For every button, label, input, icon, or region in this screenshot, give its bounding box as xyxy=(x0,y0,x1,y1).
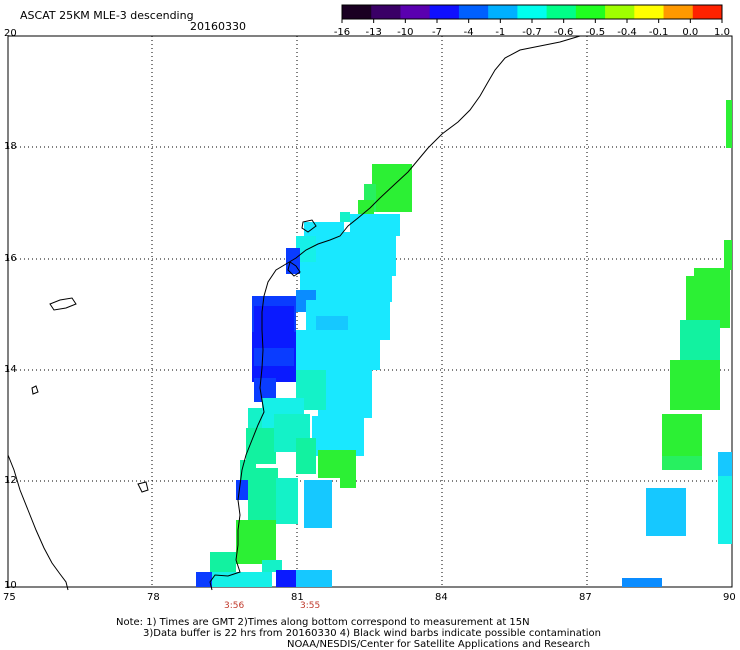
colorbar-label: -0.4 xyxy=(617,27,637,38)
colorbar-label: -10 xyxy=(397,27,413,38)
swath-cell xyxy=(350,214,400,236)
note-line-1: Note: 1) Times are GMT 2)Times along bot… xyxy=(116,617,530,628)
swath-cell xyxy=(358,200,374,214)
product-date: 20160330 xyxy=(190,20,246,33)
colorbar-swatch xyxy=(400,5,431,19)
island-outline-1 xyxy=(49,297,77,311)
colorbar-swatch xyxy=(575,5,606,19)
swath-cell xyxy=(312,416,364,456)
lat-label-10: 10 xyxy=(4,580,17,591)
swath-cell xyxy=(248,468,278,524)
lake-outline-2 xyxy=(301,219,317,233)
swath-cell xyxy=(622,578,662,587)
lon-label-84: 84 xyxy=(435,592,448,603)
swath-cell xyxy=(210,552,236,572)
colorbar-label: -13 xyxy=(365,27,381,38)
colorbar-label: -0.5 xyxy=(586,27,606,38)
time-label-right: 3:55 xyxy=(300,601,321,611)
colorbar-label: -0.6 xyxy=(554,27,574,38)
swath-cell xyxy=(254,348,294,366)
colorbar-label: 1.0 xyxy=(714,27,730,38)
swath-cell xyxy=(662,414,702,458)
colorbar-label: -1 xyxy=(495,27,505,38)
lon-label-87: 87 xyxy=(579,592,592,603)
time-label-left: 3:56 xyxy=(224,601,245,611)
colorbar-scale: -16 -13 -10 -7 -4 -1 -0.7 -0.6 -0.5 -0.4 -0.1 0.0 1.… xyxy=(334,4,730,38)
swath-cell xyxy=(246,428,276,464)
swath-cell xyxy=(724,240,732,270)
swath-cell xyxy=(318,366,372,418)
swath-cell xyxy=(726,100,732,148)
swath-cell xyxy=(296,438,316,474)
colorbar-label: 0.0 xyxy=(682,27,698,38)
swath-cell xyxy=(248,408,262,432)
lake-outline-1 xyxy=(287,261,301,277)
swath-cell xyxy=(262,560,282,572)
swath-cell xyxy=(276,478,298,524)
colorbar-swatch xyxy=(342,5,372,19)
coastline xyxy=(7,35,581,591)
swath-cell xyxy=(686,276,698,326)
lon-label-78: 78 xyxy=(147,592,160,603)
swath-cell xyxy=(718,452,732,482)
colorbar-swatch xyxy=(663,5,694,19)
map-frame xyxy=(7,35,733,588)
colorbar-label: -4 xyxy=(464,27,474,38)
swath-cell xyxy=(646,488,686,536)
swath-cell xyxy=(196,572,214,587)
lon-label-81: 81 xyxy=(291,592,304,603)
swath-cell xyxy=(340,212,350,222)
colorbar-label: -0.1 xyxy=(649,27,669,38)
note-line-2: 3)Data buffer is 22 hrs from 20160330 4)… xyxy=(143,628,601,639)
swath-cell xyxy=(718,476,732,544)
colorbar: -16 -13 -10 -7 -4 -1 -0.7 -0.6 -0.5 -0.4 -0.1 0.0 1.… xyxy=(334,4,730,39)
note-line-3: NOAA/NESDIS/Center for Satellite Applica… xyxy=(287,639,591,650)
scatterometer-swath xyxy=(196,100,732,587)
lat-label-18: 18 xyxy=(4,141,17,152)
swath-cell xyxy=(236,520,276,564)
colorbar-swatch xyxy=(634,5,665,19)
swath-cell xyxy=(670,360,720,410)
swath-cell xyxy=(304,480,332,528)
swath-cell xyxy=(372,164,412,212)
island-outline-3 xyxy=(137,481,149,493)
colorbar-swatch xyxy=(546,5,577,19)
lat-label-20: 20 xyxy=(4,28,17,39)
lat-label-14: 14 xyxy=(4,364,17,375)
colorbar-label: -0.7 xyxy=(522,27,542,38)
swath-cell xyxy=(254,306,294,336)
east-coast-india xyxy=(209,35,581,591)
lat-label-12: 12 xyxy=(4,475,17,486)
lat-label-16: 16 xyxy=(4,253,17,264)
colorbar-swatch xyxy=(517,5,548,19)
swath-cell xyxy=(340,454,356,488)
colorbar-label: -16 xyxy=(334,27,350,38)
map-gridlines xyxy=(8,36,732,587)
swath-cell xyxy=(212,572,272,587)
colorbar-swatch xyxy=(371,5,401,19)
west-coast-india xyxy=(7,454,69,591)
swath-cell xyxy=(254,378,276,402)
swath-cell xyxy=(694,268,730,328)
swath-cell xyxy=(296,570,332,587)
island-outline-2 xyxy=(31,385,39,395)
colorbar-swatch xyxy=(605,5,635,19)
product-title: ASCAT 25KM MLE-3 descending xyxy=(20,9,194,22)
colorbar-swatch xyxy=(488,5,518,19)
swath-cell xyxy=(276,570,298,587)
colorbar-swatch xyxy=(429,5,460,19)
swath-cell xyxy=(662,456,702,470)
lon-label-75: 75 xyxy=(3,592,16,603)
colorbar-swatch xyxy=(458,5,489,19)
lon-label-90: 90 xyxy=(723,592,736,603)
swath-cell xyxy=(296,330,380,370)
colorbar-label: -7 xyxy=(432,27,442,38)
colorbar-swatch xyxy=(692,5,723,19)
